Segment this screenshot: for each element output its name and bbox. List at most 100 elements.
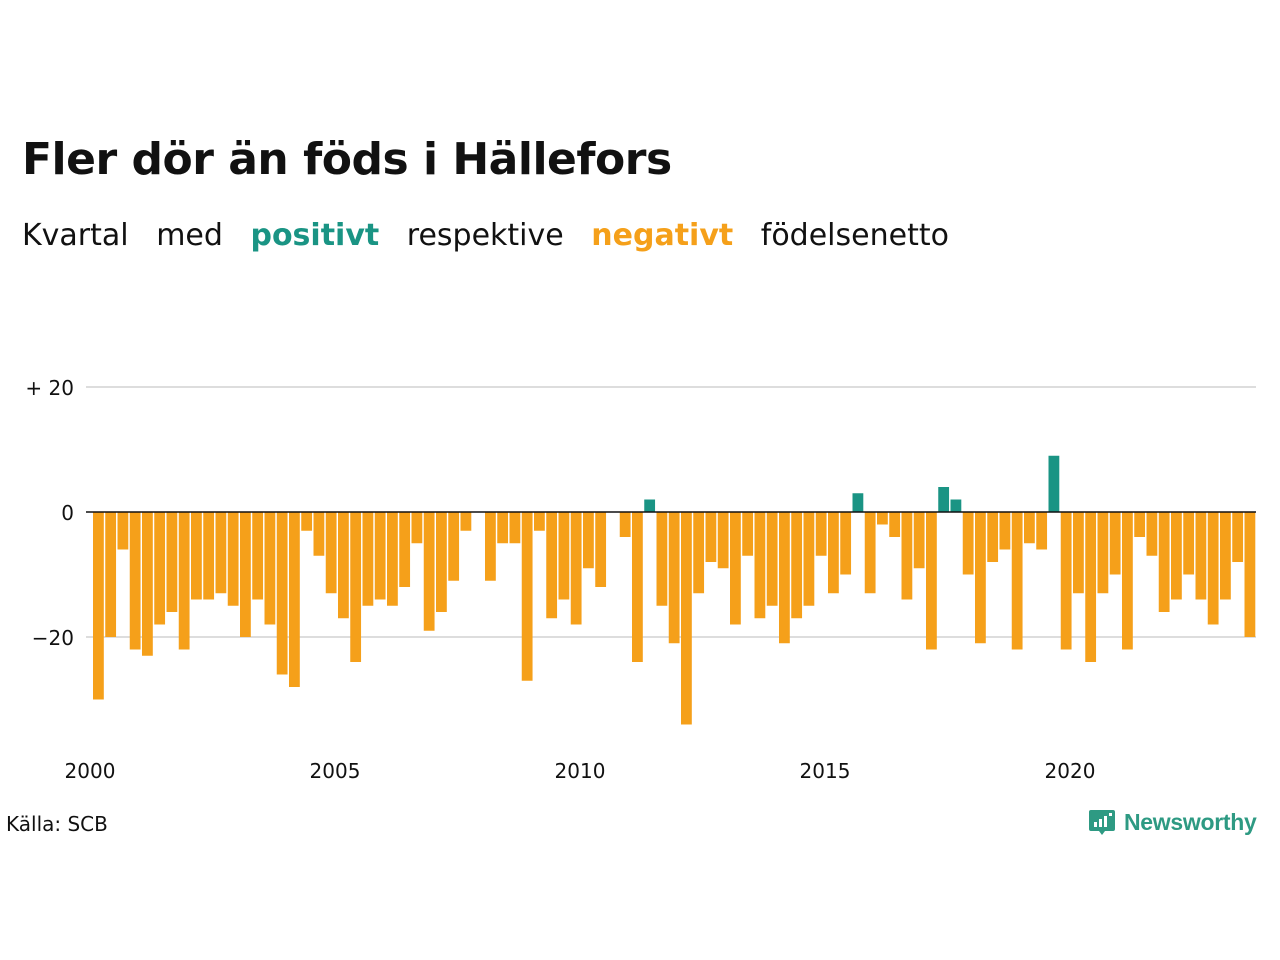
x-tick-label: 2000 xyxy=(65,759,116,783)
x-tick-label: 2020 xyxy=(1045,759,1096,783)
bar-negative xyxy=(191,512,202,600)
bar-negative xyxy=(779,512,790,644)
bar-positive xyxy=(938,487,950,512)
bar-negative xyxy=(411,512,423,544)
bar-negative xyxy=(1171,512,1182,600)
y-tick-label: 0 xyxy=(61,501,74,525)
bar-negative xyxy=(142,512,153,656)
bar-negative xyxy=(1244,512,1256,637)
bar-negative xyxy=(730,512,741,625)
bar-chart: + 20 0 −20 2000 2005 2010 2015 2020 xyxy=(25,376,1256,783)
bar-negative xyxy=(889,512,901,537)
bar-negative xyxy=(656,512,668,606)
bar-positive xyxy=(950,499,962,512)
bar-negative xyxy=(178,512,190,650)
source-note: Källa: SCB xyxy=(6,812,108,836)
y-tick-label: + 20 xyxy=(25,376,74,400)
bar-negative xyxy=(558,512,570,600)
bar-negative xyxy=(1036,512,1048,550)
bar-negative xyxy=(1024,512,1035,544)
brand: Newsworthy xyxy=(1088,804,1257,840)
bar-negative xyxy=(693,512,705,594)
brand-name: Newsworthy xyxy=(1124,808,1257,835)
subtitle-word-respektive: respektive xyxy=(406,218,564,253)
chart-subtitle: Kvartal med positivt respektive negativt… xyxy=(22,218,967,253)
subtitle-word-kvartal: Kvartal xyxy=(22,218,129,253)
bar-negative xyxy=(154,512,166,625)
bar-negative xyxy=(1011,512,1023,650)
bar-negative xyxy=(742,512,754,556)
bar-negative xyxy=(423,512,435,631)
chart-title: Fler dör än föds i Hällefors xyxy=(22,134,672,185)
bar-positive xyxy=(644,499,656,512)
bar-negative xyxy=(289,512,300,687)
bar-negative xyxy=(338,512,349,619)
bar-negative xyxy=(362,512,374,606)
bar-negative xyxy=(546,512,558,619)
bar-negative xyxy=(93,512,104,700)
bar-negative xyxy=(632,512,643,662)
bar-negative xyxy=(1207,512,1219,625)
subtitle-negative-label: negativt xyxy=(591,218,734,253)
bar-negative xyxy=(570,512,582,625)
bar-negative xyxy=(668,512,680,644)
bar-negative xyxy=(1122,512,1133,650)
bar-positive xyxy=(1048,455,1060,512)
bar-negative xyxy=(717,512,729,569)
bar-negative xyxy=(460,512,472,531)
bar-negative xyxy=(497,512,509,544)
bar-negative xyxy=(754,512,766,619)
bar-negative xyxy=(1073,512,1084,594)
bar-negative xyxy=(374,512,386,600)
x-tick-label: 2005 xyxy=(310,759,361,783)
bar-negative xyxy=(350,512,362,662)
bar-negative xyxy=(521,512,533,681)
bar-negative xyxy=(877,512,888,525)
bar-negative xyxy=(1220,512,1231,600)
subtitle-positive-label: positivt xyxy=(250,218,380,253)
x-tick-label: 2015 xyxy=(800,759,851,783)
bar-negative xyxy=(864,512,876,594)
bar-negative xyxy=(815,512,827,556)
bar-negative xyxy=(975,512,986,644)
bar-negative xyxy=(619,512,631,537)
bar-negative xyxy=(1134,512,1146,537)
bar-negative xyxy=(1109,512,1121,575)
bar-positive xyxy=(852,493,864,512)
x-tick-label: 2010 xyxy=(555,759,606,783)
bar-negative xyxy=(803,512,815,606)
bar-negative xyxy=(766,512,778,606)
bar-negative xyxy=(583,512,594,569)
bar-negative xyxy=(840,512,852,575)
bar-negative xyxy=(105,512,117,637)
bar-negative xyxy=(999,512,1011,550)
bar-negative xyxy=(1060,512,1072,650)
bar-negative xyxy=(448,512,460,581)
bar-negative xyxy=(1097,512,1109,594)
bar-negative xyxy=(1232,512,1244,562)
bar-negative xyxy=(166,512,178,612)
bar-negative xyxy=(534,512,545,531)
bar-negative xyxy=(926,512,937,650)
bar-negative xyxy=(264,512,276,625)
bar-negative xyxy=(387,512,398,606)
bar-negative xyxy=(129,512,141,650)
subtitle-word-med: med xyxy=(156,218,223,253)
bar-negative xyxy=(791,512,803,619)
bar-negative xyxy=(325,512,337,594)
bar-negative xyxy=(595,512,607,587)
bar-negative xyxy=(1146,512,1158,556)
bar-negative xyxy=(485,512,496,581)
bar-negative xyxy=(301,512,313,531)
bar-negative xyxy=(240,512,251,637)
bar-negative xyxy=(962,512,974,575)
bar-negative xyxy=(901,512,913,600)
y-tick-label: −20 xyxy=(32,626,74,650)
bar-negative xyxy=(117,512,129,550)
bar-negative xyxy=(828,512,839,594)
newsworthy-logo-icon xyxy=(1089,810,1115,835)
bar-negative xyxy=(509,512,521,544)
bar-negative xyxy=(681,512,692,725)
bar-negative xyxy=(252,512,264,600)
bar-negative xyxy=(1158,512,1170,612)
